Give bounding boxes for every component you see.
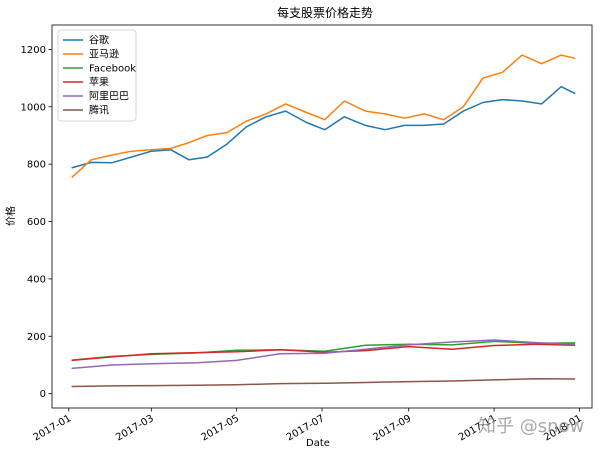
- x-tick-label: 2017-03: [114, 413, 156, 443]
- y-tick-label: 400: [27, 274, 46, 285]
- legend-frame: [57, 29, 137, 122]
- x-tick-label: 2017-09: [372, 413, 414, 443]
- legend-label: 亚马逊: [89, 49, 119, 61]
- legend-label: Facebook: [89, 64, 136, 75]
- series-line-1: [71, 54, 576, 179]
- chart-title: 每支股票价格走势: [277, 5, 373, 20]
- y-tick-label: 0: [40, 389, 46, 400]
- y-axis-label: 价格: [4, 206, 17, 226]
- series-line-3: [71, 343, 576, 362]
- series-line-5: [71, 377, 576, 388]
- series-line-4: [71, 339, 576, 370]
- y-axis: 0 200 400 600 800 1000 1200: [21, 45, 52, 400]
- y-tick-label: 800: [27, 160, 46, 171]
- x-tick-label: 2017-01: [32, 413, 74, 443]
- x-tick-label: 2017-05: [199, 413, 241, 443]
- legend-label: 阿里巴巴: [89, 91, 129, 103]
- legend-label: 苹果: [89, 76, 109, 89]
- y-tick-label: 1200: [21, 45, 46, 56]
- series-layer: [71, 54, 576, 388]
- watermark: 知乎 @snow: [478, 416, 585, 437]
- y-tick-label: 200: [27, 332, 46, 343]
- legend-label: 谷歌: [89, 34, 109, 47]
- y-tick-label: 1000: [21, 102, 46, 113]
- series-line-0: [71, 85, 576, 169]
- x-axis-label: Date: [306, 438, 330, 449]
- plot-area: [51, 24, 593, 409]
- legend-label: 腾讯: [89, 104, 109, 117]
- y-tick-label: 600: [27, 217, 46, 228]
